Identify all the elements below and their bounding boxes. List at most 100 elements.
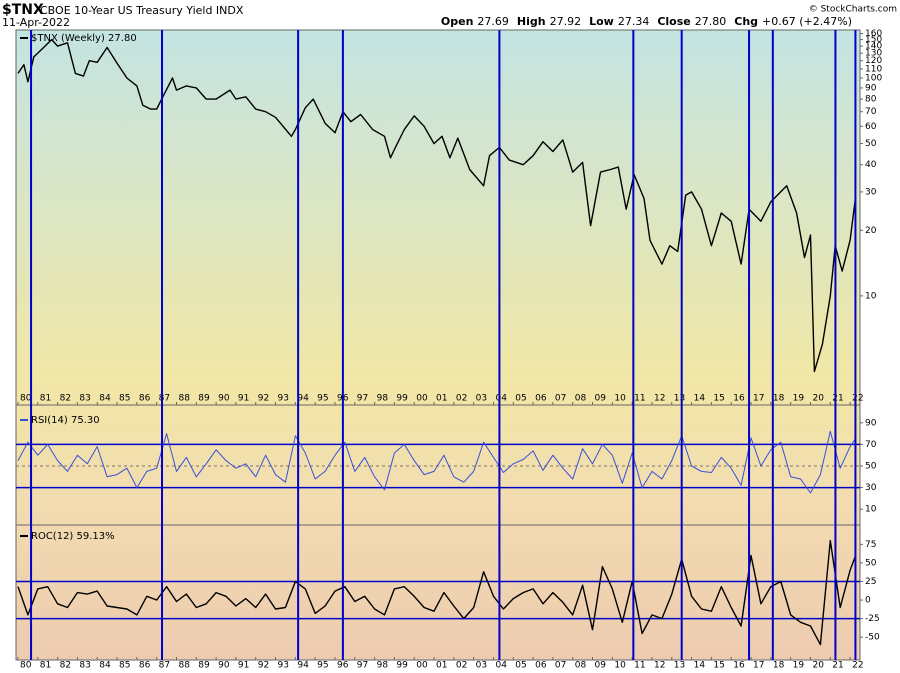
x-tick-label: 06	[535, 394, 547, 404]
x-tick-label: 94	[297, 394, 309, 404]
y-tick-label: 40	[865, 160, 877, 170]
y-tick-label: 70	[865, 440, 877, 450]
x-tick-label: 11	[634, 394, 645, 404]
x-tick-label: 97	[357, 394, 368, 404]
panel-label: ROC(12) 59.13%	[31, 531, 115, 542]
x-tick-label: 81	[40, 394, 51, 404]
y-tick-label: -25	[865, 614, 880, 624]
quote-value: 27.34	[618, 15, 650, 28]
x-tick-label: 10	[614, 394, 626, 404]
x-tick-label: 93	[278, 394, 289, 404]
x-tick-label: 07	[555, 661, 566, 671]
x-tick-label: 21	[832, 661, 843, 671]
y-tick-label: 90	[865, 418, 877, 428]
x-tick-label: 88	[178, 394, 190, 404]
quote-label: Open	[441, 15, 474, 28]
x-tick-label: 08	[575, 394, 587, 404]
x-tick-label: 98	[377, 661, 389, 671]
x-tick-label: 02	[456, 394, 467, 404]
x-tick-label: 01	[436, 394, 447, 404]
x-tick-label: 87	[159, 661, 170, 671]
x-tick-label: 02	[456, 661, 467, 671]
y-tick-label: 60	[865, 122, 877, 132]
x-tick-label: 19	[793, 661, 805, 671]
y-tick-label: 75	[865, 540, 876, 550]
x-tick-label: 13	[674, 394, 685, 404]
x-tick-label: 19	[793, 394, 805, 404]
x-tick-label: 88	[178, 661, 190, 671]
y-tick-label: 150	[865, 35, 882, 45]
y-tick-label: 70	[865, 107, 877, 117]
x-tick-label: 82	[60, 661, 71, 671]
x-tick-label: 93	[278, 661, 289, 671]
x-tick-label: 01	[436, 661, 447, 671]
panel-label: $TNX (Weekly) 27.80	[31, 33, 137, 44]
y-tick-label: 10	[865, 505, 877, 515]
x-tick-label: 99	[396, 394, 408, 404]
x-tick-label: 80	[20, 661, 32, 671]
quote-label: High	[517, 15, 546, 28]
panel-label: RSI(14) 75.30	[31, 415, 100, 426]
x-tick-label: 86	[139, 394, 151, 404]
x-tick-label: 12	[654, 661, 665, 671]
x-tick-label: 05	[515, 661, 526, 671]
date: 11-Apr-2022	[2, 16, 70, 29]
quote: Open 27.69 High 27.92 Low 27.34 Close 27.80 Chg +…	[441, 15, 852, 28]
y-tick-label: 25	[865, 577, 876, 587]
x-tick-label: 94	[297, 661, 309, 671]
x-tick-label: 92	[258, 394, 269, 404]
y-tick-label: 30	[865, 187, 877, 197]
x-tick-label: 00	[416, 394, 428, 404]
x-tick-label: 10	[614, 661, 626, 671]
x-tick-label: 16	[733, 661, 745, 671]
x-tick-label: 17	[753, 394, 764, 404]
x-tick-label: 84	[99, 661, 111, 671]
x-tick-label: 90	[218, 394, 230, 404]
x-tick-label: 17	[753, 661, 764, 671]
x-tick-label: 92	[258, 661, 269, 671]
y-tick-label: 20	[865, 226, 877, 236]
x-tick-label: 00	[416, 661, 428, 671]
y-tick-label: 50	[865, 558, 877, 568]
x-tick-label: 04	[495, 394, 507, 404]
quote-value: 27.92	[550, 15, 582, 28]
x-tick-label: 22	[852, 394, 863, 404]
x-tick-label: 03	[476, 394, 487, 404]
x-tick-label: 83	[79, 661, 90, 671]
x-tick-label: 81	[40, 661, 51, 671]
x-tick-label: 87	[159, 394, 170, 404]
x-tick-label: 89	[198, 661, 210, 671]
x-tick-label: 22	[852, 661, 863, 671]
y-tick-label: 50	[865, 139, 877, 149]
x-tick-label: 86	[139, 661, 151, 671]
x-tick-label: 95	[317, 394, 328, 404]
x-tick-label: 85	[119, 661, 130, 671]
x-tick-label: 12	[654, 394, 665, 404]
x-tick-label: 20	[812, 661, 824, 671]
plot-background	[16, 30, 860, 660]
y-tick-label: 140	[865, 42, 882, 52]
symbol: $TNX	[2, 2, 44, 18]
x-tick-label: 13	[674, 661, 685, 671]
x-tick-label: 04	[495, 661, 507, 671]
quote-label: Low	[589, 15, 614, 28]
x-tick-label: 90	[218, 661, 230, 671]
series-line	[17, 430, 856, 494]
x-tick-label: 18	[773, 394, 785, 404]
y-tick-label: 30	[865, 483, 877, 493]
x-tick-label: 03	[476, 661, 487, 671]
y-tick-label: 130	[865, 49, 882, 59]
quote-value: +0.67 (+2.47%)	[762, 15, 852, 28]
y-tick-label: 120	[865, 56, 882, 66]
x-tick-label: 14	[694, 661, 706, 671]
x-tick-label: 09	[595, 394, 607, 404]
y-tick-label: 100	[865, 73, 882, 83]
x-tick-label: 14	[694, 394, 706, 404]
x-tick-label: 99	[396, 661, 408, 671]
x-tick-label: 16	[733, 394, 745, 404]
y-tick-label: 160	[865, 29, 882, 39]
x-tick-label: 15	[713, 661, 724, 671]
x-tick-label: 09	[595, 661, 607, 671]
quote-value: 27.80	[695, 15, 727, 28]
